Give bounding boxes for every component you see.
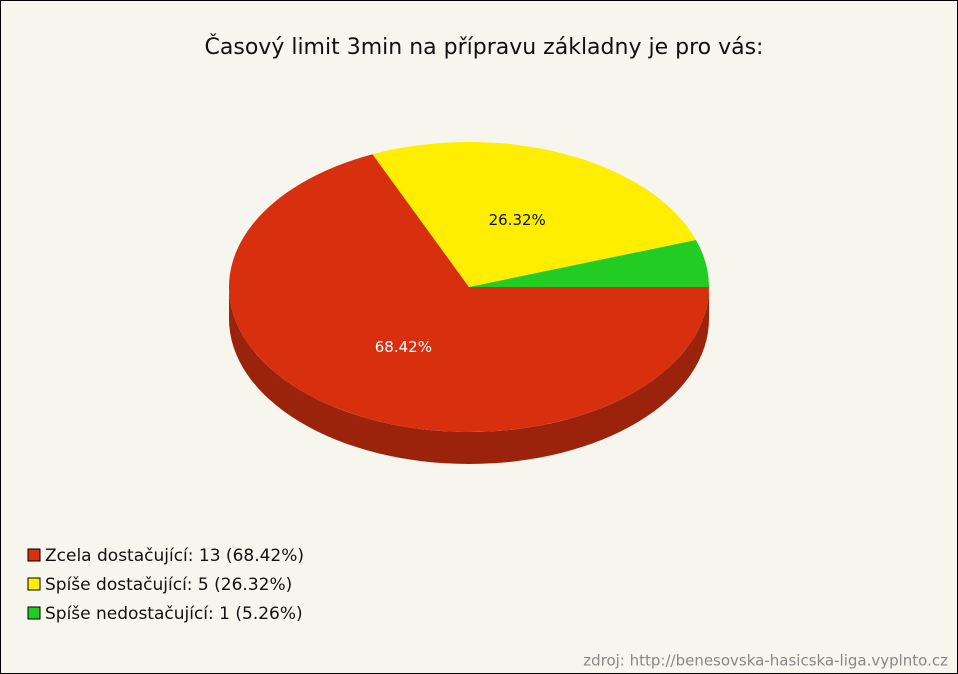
pie: 68.42% 26.32% — [229, 142, 709, 464]
chart-title: Časový limit 3min na přípravu základny j… — [205, 34, 764, 60]
legend-swatch — [27, 577, 41, 591]
source: zdroj: http://benesovska-hasicska-liga.v… — [583, 652, 948, 670]
pie-slice — [469, 239, 709, 287]
pie-slice — [372, 142, 697, 287]
data-label: 68.42% — [375, 338, 432, 356]
legend-label: Spíše nedostačující: 1 (5.26%) — [45, 604, 303, 624]
pie-slice — [229, 154, 709, 432]
legend-swatch — [27, 548, 41, 562]
legend-label: Spíše dostačující: 5 (26.32%) — [45, 575, 292, 595]
legend-label: Zcela dostačující: 13 (68.42%) — [45, 546, 304, 566]
pie-side — [229, 287, 709, 464]
legend-swatch — [27, 606, 41, 620]
data-label: 26.32% — [489, 211, 546, 229]
